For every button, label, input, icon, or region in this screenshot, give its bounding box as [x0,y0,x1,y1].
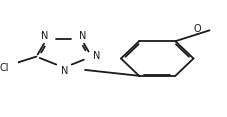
Text: N: N [79,31,86,41]
Text: N: N [94,51,101,61]
Text: Cl: Cl [0,63,9,73]
Text: O: O [193,24,201,34]
Text: N: N [41,31,49,41]
Text: N: N [61,66,68,76]
